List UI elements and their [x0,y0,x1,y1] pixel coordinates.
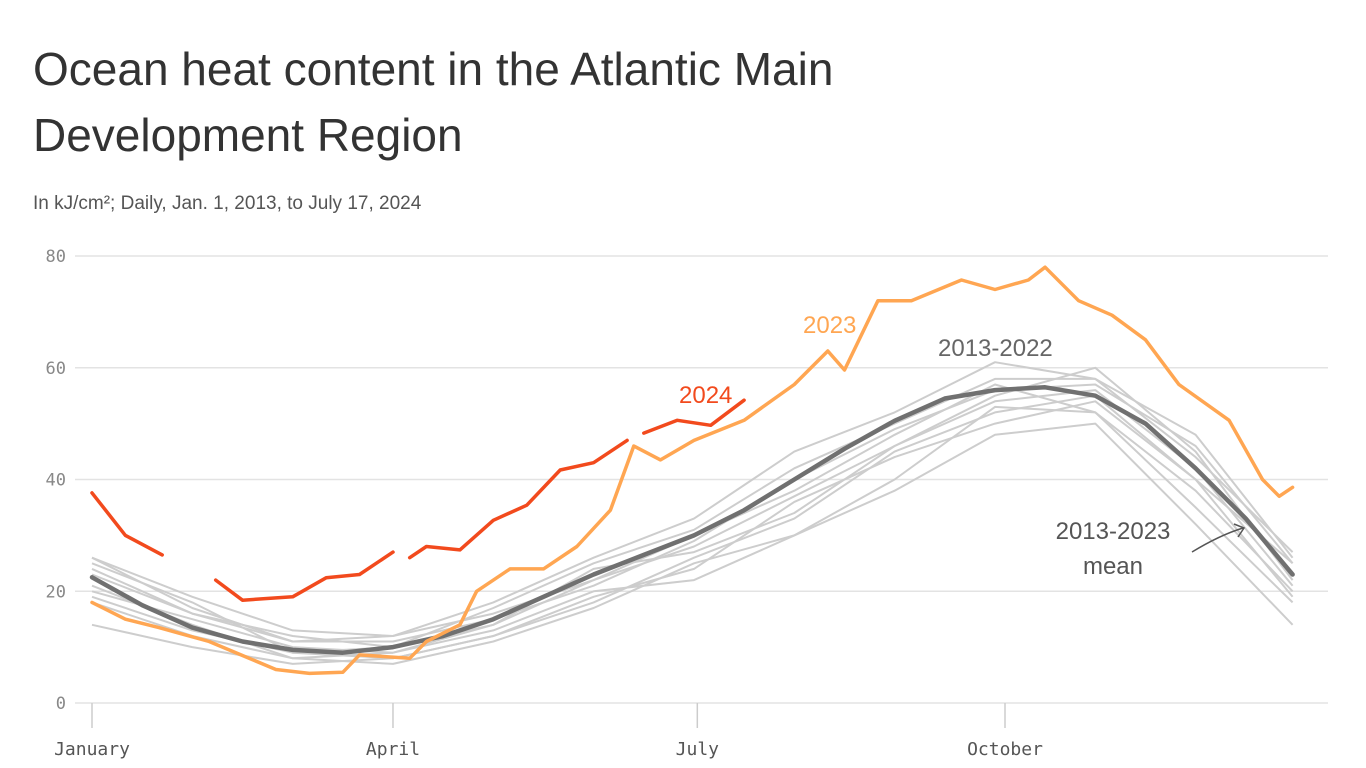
x-tick-label: April [366,739,420,760]
series-line-2017 [91,377,1294,654]
y-tick-label: 0 [56,694,66,714]
series-line-2021 [91,389,1294,660]
y-tick-label: 60 [46,359,66,379]
series-line-2016 [91,405,1294,654]
series-line-2020 [91,361,1294,637]
x-tick-label: July [676,739,720,760]
series-line-2024 [90,398,746,602]
series-line-2015 [91,366,1294,649]
y-tick-label: 20 [46,582,66,602]
chart-title: Ocean heat content in the Atlantic Main … [33,43,834,161]
annotation-2024: 2024 [679,382,732,409]
annotation-2013-2022: 2013-2022 [938,335,1053,362]
x-tick-label: October [967,739,1043,760]
x-tick-label: January [54,739,130,760]
series-line-2019 [91,383,1294,643]
chart-subtitle: In kJ/cm²; Daily, Jan. 1, 2013, to July … [33,193,422,214]
series-line-2022 [91,400,1294,660]
series-line-2013-2023-mean [89,385,1295,655]
y-tick-label: 80 [46,247,66,267]
annotation-mean-line2: mean [1083,553,1143,580]
arrow-head-icon [1233,523,1246,538]
y-tick-label: 40 [46,471,66,491]
series-line-2023 [90,265,1295,676]
annotation-mean-line1: 2013-2023 [1056,518,1171,545]
annotation-2023: 2023 [803,312,856,339]
annotation-arrow [1191,527,1244,553]
